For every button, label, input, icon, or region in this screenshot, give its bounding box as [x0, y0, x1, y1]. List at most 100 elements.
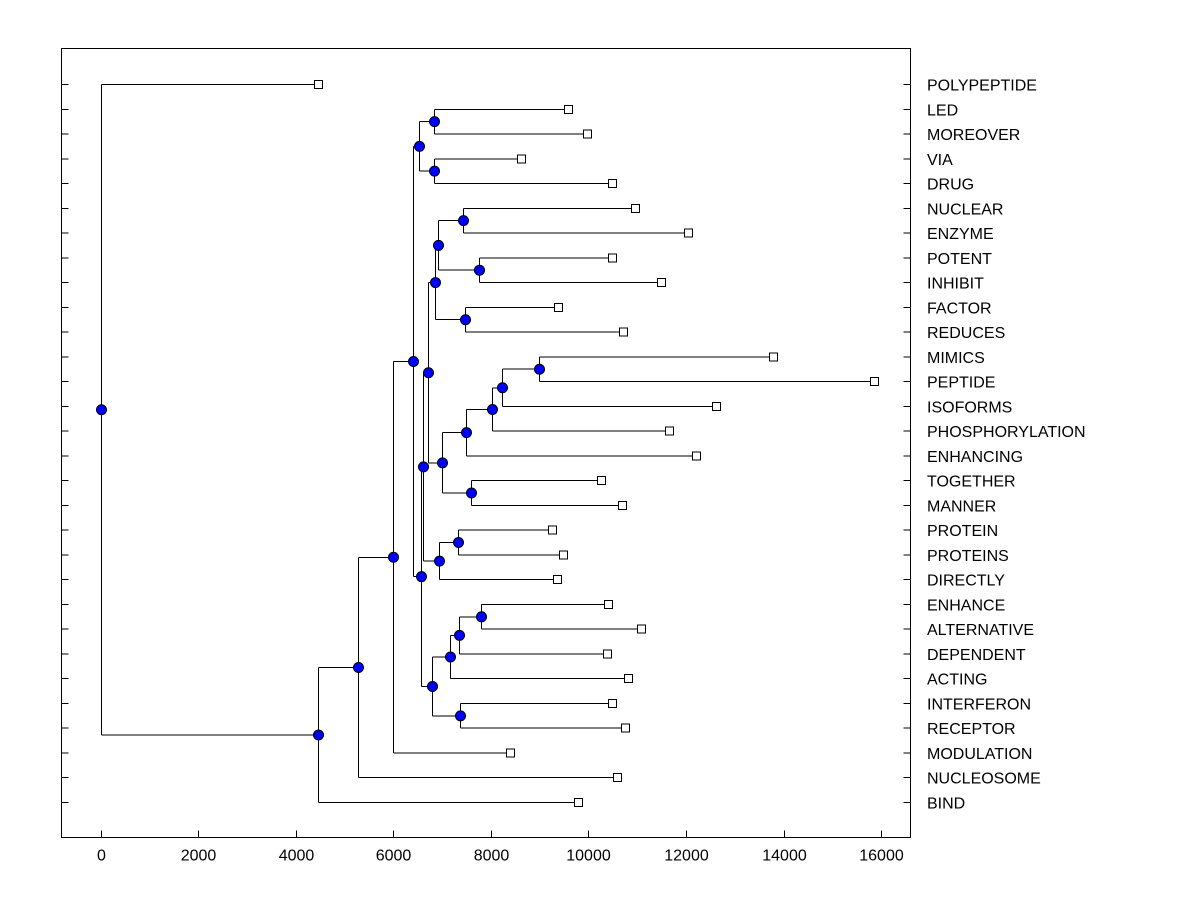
merge-node: [408, 356, 419, 368]
leaf-box: [618, 500, 627, 510]
leaf-label: DEPENDENT: [927, 647, 1026, 664]
dendrogram-edges: [101, 84, 875, 803]
leaf-box: [657, 278, 666, 288]
merge-node: [96, 404, 107, 416]
merge-node: [429, 116, 440, 128]
leaf-box: [548, 525, 557, 535]
x-axis: 0 2000 4000 6000 8000 10000 12000 14000 16000: [97, 830, 904, 865]
leaf-box: [597, 476, 606, 486]
leaf-label: RECEPTOR: [927, 721, 1016, 738]
x-tick-label: 12000: [664, 848, 709, 865]
leaf-label: MOREOVER: [927, 127, 1020, 144]
x-tick-label: 6000: [376, 848, 412, 865]
merge-node: [476, 611, 487, 623]
merge-node: [433, 239, 444, 251]
merge-node: [455, 710, 466, 722]
leaf-box: [608, 698, 617, 708]
merge-node: [460, 314, 471, 326]
leaf-box: [870, 377, 879, 387]
merge-node: [437, 457, 448, 469]
leaf-box: [624, 674, 633, 684]
leaf-box: [613, 773, 622, 783]
merge-node: [416, 571, 427, 583]
merge-node: [423, 367, 434, 379]
x-tick-label: 4000: [279, 848, 315, 865]
leaf-box: [583, 129, 592, 139]
merge-node: [388, 551, 399, 563]
leaf-label: NUCLEOSOME: [927, 771, 1041, 788]
leaf-box: [574, 798, 583, 807]
leaf-label: POLYPEPTIDE: [927, 78, 1037, 95]
merge-node: [429, 165, 440, 177]
merge-node: [474, 264, 485, 276]
leaf-box: [554, 302, 563, 312]
leaf-label: ACTING: [927, 672, 987, 689]
merge-node: [454, 629, 465, 641]
x-tick-label: 14000: [762, 848, 807, 865]
x-tick-label: 16000: [859, 848, 904, 865]
leaf-box: [603, 649, 612, 659]
merge-node: [427, 680, 438, 692]
leaf-ticks: [61, 84, 911, 803]
leaf-label: ENHANCE: [927, 597, 1005, 614]
leaf-label: ALTERNATIVE: [927, 622, 1034, 639]
leaf-markers: [314, 80, 879, 807]
leaf-label: PROTEINS: [927, 548, 1009, 565]
leaf-box: [769, 352, 778, 362]
leaf-box: [604, 599, 613, 609]
leaf-box: [564, 104, 573, 114]
leaf-label: MODULATION: [927, 746, 1032, 763]
leaf-label: DRUG: [927, 177, 974, 194]
leaf-box: [637, 624, 646, 634]
merge-node: [418, 461, 429, 473]
leaf-labels: POLYPEPTIDE LED MOREOVER VIA DRUG NUCLEAR ENZY…: [927, 78, 1086, 813]
merge-nodes: [96, 116, 545, 741]
leaf-label: BIND: [927, 796, 965, 813]
leaf-label: PHOSPHORYLATION: [927, 424, 1086, 441]
leaf-label: MANNER: [927, 498, 996, 515]
leaf-label: REDUCES: [927, 325, 1005, 342]
merge-node: [434, 555, 445, 567]
leaf-box: [517, 154, 526, 164]
x-tick-label: 2000: [181, 848, 217, 865]
leaf-box: [314, 80, 323, 89]
leaf-box: [553, 575, 562, 585]
merge-node: [453, 537, 464, 549]
merge-node: [461, 427, 472, 439]
merge-node: [430, 277, 441, 289]
leaf-box: [684, 228, 693, 238]
leaf-box: [692, 451, 701, 461]
merge-node: [353, 662, 364, 674]
leaf-label: PROTEIN: [927, 523, 998, 540]
merge-node: [458, 215, 469, 227]
leaf-box: [608, 253, 617, 263]
leaf-label: TOGETHER: [927, 474, 1016, 491]
merge-node: [313, 729, 324, 741]
leaf-label: ENZYME: [927, 226, 994, 243]
merge-node: [534, 363, 545, 375]
leaf-box: [608, 179, 617, 189]
plot-frame: [61, 48, 911, 838]
merge-node: [487, 403, 498, 415]
leaf-box: [559, 550, 568, 560]
leaf-label: MIMICS: [927, 350, 985, 367]
merge-node: [497, 382, 508, 394]
leaf-label: VIA: [927, 152, 953, 169]
leaf-box: [619, 327, 628, 337]
x-tick-label: 0: [97, 848, 106, 865]
leaf-label: PEPTIDE: [927, 375, 995, 392]
leaf-label: INTERFERON: [927, 696, 1031, 713]
leaf-label: INHIBIT: [927, 276, 984, 293]
leaf-box: [506, 748, 515, 758]
merge-node: [445, 651, 456, 663]
merge-node: [414, 140, 425, 152]
leaf-box: [665, 426, 674, 436]
leaf-label: POTENT: [927, 251, 992, 268]
leaf-box: [712, 401, 721, 411]
x-tick-label: 10000: [566, 848, 611, 865]
leaf-label: ISOFORMS: [927, 399, 1012, 416]
leaf-label: DIRECTLY: [927, 573, 1005, 590]
leaf-box: [621, 723, 630, 733]
leaf-label: ENHANCING: [927, 449, 1023, 466]
